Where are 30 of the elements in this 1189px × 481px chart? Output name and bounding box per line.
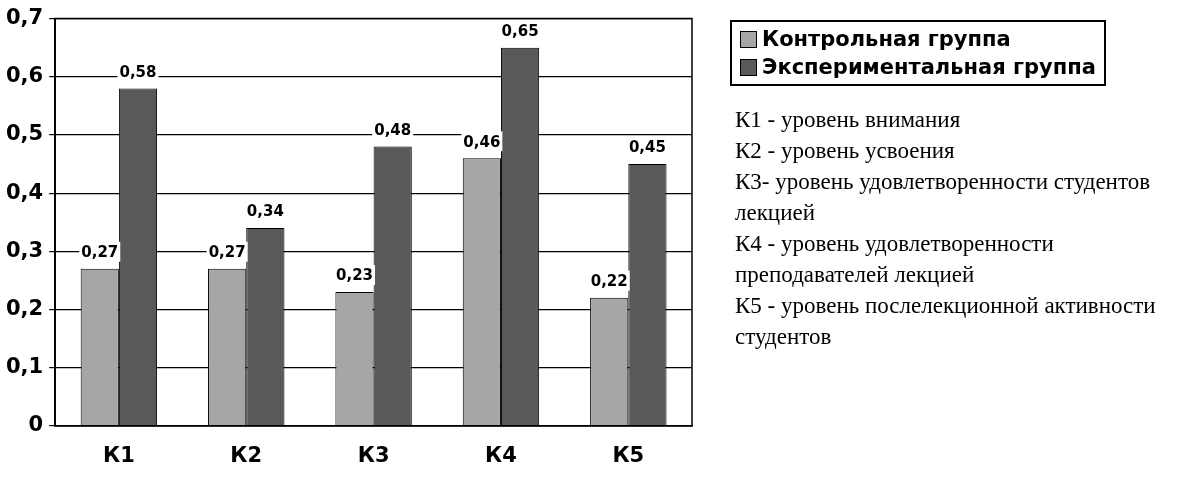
y-tick-label: 0 — [28, 412, 44, 437]
x-tick-label: К3 — [357, 442, 390, 467]
data-label: 0,45 — [628, 138, 666, 157]
data-label: 0,48 — [374, 120, 412, 139]
y-tick-label: 0,3 — [6, 237, 44, 262]
text: К3- уровень удовлетворенности студентов лекцией — [735, 168, 1152, 227]
legend-label: Контрольная группа — [762, 26, 1011, 53]
x-tick-label: К5 — [612, 442, 645, 467]
legend-label: Экспериментальная группа — [762, 54, 1096, 81]
data-label: 0,58 — [119, 62, 157, 81]
y-tick-label: 0,1 — [6, 354, 44, 379]
data-label: 0,34 — [246, 202, 284, 221]
data-label: 0,46 — [463, 132, 501, 151]
y-tick-label: 0,7 — [6, 5, 44, 30]
x-tick-label: К2 — [230, 442, 263, 467]
text: К4 - уровень удовлетворенности преподавателей лекцией — [735, 230, 1055, 289]
text: К5 - уровень послелекционной активности студентов — [735, 292, 1157, 351]
text: К1 - уровень внимания — [735, 106, 962, 134]
data-label: 0,65 — [501, 22, 539, 41]
y-tick-label: 0,6 — [6, 63, 44, 88]
y-tick-label: 0,5 — [6, 121, 44, 146]
y-tick-label: 0,4 — [6, 179, 44, 204]
x-tick-label: К1 — [102, 442, 135, 467]
x-tick-label: К4 — [485, 442, 517, 467]
data-label: 0,27 — [81, 243, 119, 262]
data-label: 0,27 — [208, 243, 246, 262]
text: К2 - уровень усвоения — [735, 137, 956, 165]
y-tick-label: 0,2 — [6, 295, 44, 320]
data-label: 0,23 — [335, 266, 373, 285]
data-label: 0,22 — [590, 272, 628, 291]
